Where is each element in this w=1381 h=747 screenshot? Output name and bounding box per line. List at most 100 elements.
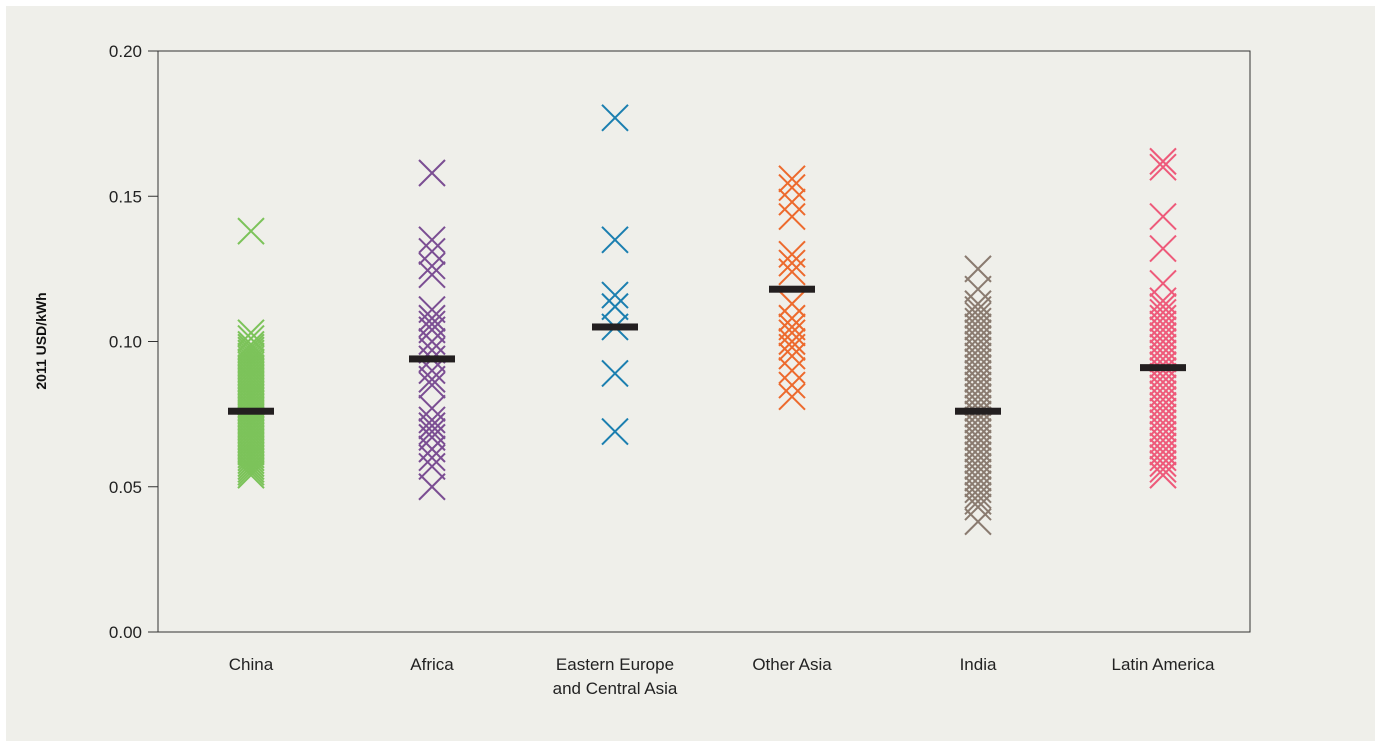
data-point [418, 237, 446, 266]
data-point [418, 260, 446, 289]
data-point-stroke [418, 473, 446, 501]
y-axis: 0.00 0.05 0.10 0.15 0.20 [109, 42, 158, 642]
data-point [418, 226, 446, 254]
data-point [964, 493, 992, 521]
data-point-stroke [418, 316, 446, 344]
data-point [237, 458, 265, 486]
data-point-stroke [418, 252, 446, 280]
data-point-stroke [964, 255, 992, 283]
data-point [237, 452, 265, 481]
data-point-stroke [418, 260, 446, 289]
data-point-stroke [1149, 449, 1177, 478]
data-point [418, 316, 446, 344]
data-point [964, 507, 992, 536]
data-marks [237, 104, 1177, 536]
data-point [418, 412, 446, 440]
data-point [778, 356, 806, 385]
x-tick-label-line: Eastern Europe [556, 655, 674, 674]
data-point-stroke [1149, 202, 1177, 231]
x-tick-label-line: Other Asia [752, 655, 832, 674]
data-point-stroke [601, 281, 629, 309]
data-point-stroke [1149, 461, 1177, 489]
data-point [418, 473, 446, 501]
data-point-stroke [237, 217, 265, 245]
data-point [601, 417, 629, 446]
data-point-stroke [778, 356, 806, 385]
data-point [1149, 202, 1177, 231]
x-tick-label: China [229, 655, 274, 674]
data-point [601, 292, 629, 321]
data-point-stroke [1149, 455, 1177, 484]
data-point-stroke [601, 226, 629, 254]
x-axis: China Africa Eastern Europe and Central Asi… [229, 655, 1215, 698]
data-point [964, 275, 992, 303]
x-tick-label-line: India [960, 655, 997, 674]
data-point-stroke [1149, 234, 1177, 263]
data-point [778, 371, 806, 399]
data-point-stroke [778, 188, 806, 216]
data-point [778, 165, 806, 193]
y-tick-label: 0.15 [109, 187, 142, 206]
data-point [778, 249, 806, 277]
data-point [778, 202, 806, 231]
data-point [418, 452, 446, 481]
x-tick-label-line: Latin America [1112, 655, 1216, 674]
data-point [418, 159, 446, 187]
data-point [778, 333, 806, 362]
x-tick-label-line: Africa [410, 655, 454, 674]
data-point [778, 258, 806, 286]
data-point-stroke [418, 452, 446, 481]
data-point [778, 173, 806, 202]
x-tick-label: Latin America [1112, 655, 1216, 674]
data-point-stroke [778, 313, 806, 341]
data-point-stroke [418, 365, 446, 393]
data-point-stroke [778, 258, 806, 286]
data-point-stroke [778, 342, 806, 370]
data-point-stroke [601, 417, 629, 446]
y-axis-title: 2011 USD/kWh [33, 292, 49, 389]
data-point [237, 449, 265, 478]
data-point-stroke [237, 455, 265, 484]
data-point [601, 281, 629, 309]
data-point-stroke [964, 507, 992, 536]
data-point [418, 371, 446, 399]
data-point [778, 319, 806, 347]
data-point-stroke [418, 226, 446, 254]
data-point [964, 255, 992, 283]
average-bar [769, 285, 815, 293]
data-point [778, 188, 806, 216]
data-point-stroke [418, 295, 446, 324]
data-point [237, 446, 265, 475]
data-point [778, 327, 806, 356]
average-bar [1140, 364, 1186, 372]
data-point-stroke [778, 333, 806, 362]
y-tick-label: 0.20 [109, 42, 142, 61]
data-point-stroke [778, 382, 806, 411]
data-point-stroke [778, 202, 806, 231]
data-point [237, 455, 265, 484]
data-point [964, 487, 992, 515]
data-point-stroke [964, 275, 992, 303]
data-point-stroke [778, 319, 806, 347]
data-point-stroke [601, 359, 629, 388]
average-bars [228, 285, 1186, 415]
data-point-stroke [418, 304, 446, 332]
data-point [418, 295, 446, 324]
average-bar [228, 407, 274, 415]
data-point-stroke [418, 443, 446, 472]
average-bar [409, 355, 455, 363]
plot-area-frame [157, 50, 1251, 633]
data-point-stroke [778, 290, 806, 318]
data-point [237, 461, 265, 489]
data-point-stroke [1149, 153, 1177, 181]
data-point-stroke [237, 449, 265, 478]
data-point [778, 342, 806, 370]
data-point [778, 304, 806, 332]
data-point-stroke [778, 304, 806, 332]
data-point-stroke [237, 446, 265, 475]
data-point-stroke [237, 461, 265, 489]
data-point-stroke [237, 458, 265, 486]
y-tick-label: 0.10 [109, 333, 142, 352]
data-point-stroke [778, 165, 806, 193]
x-tick-label: India [960, 655, 997, 674]
